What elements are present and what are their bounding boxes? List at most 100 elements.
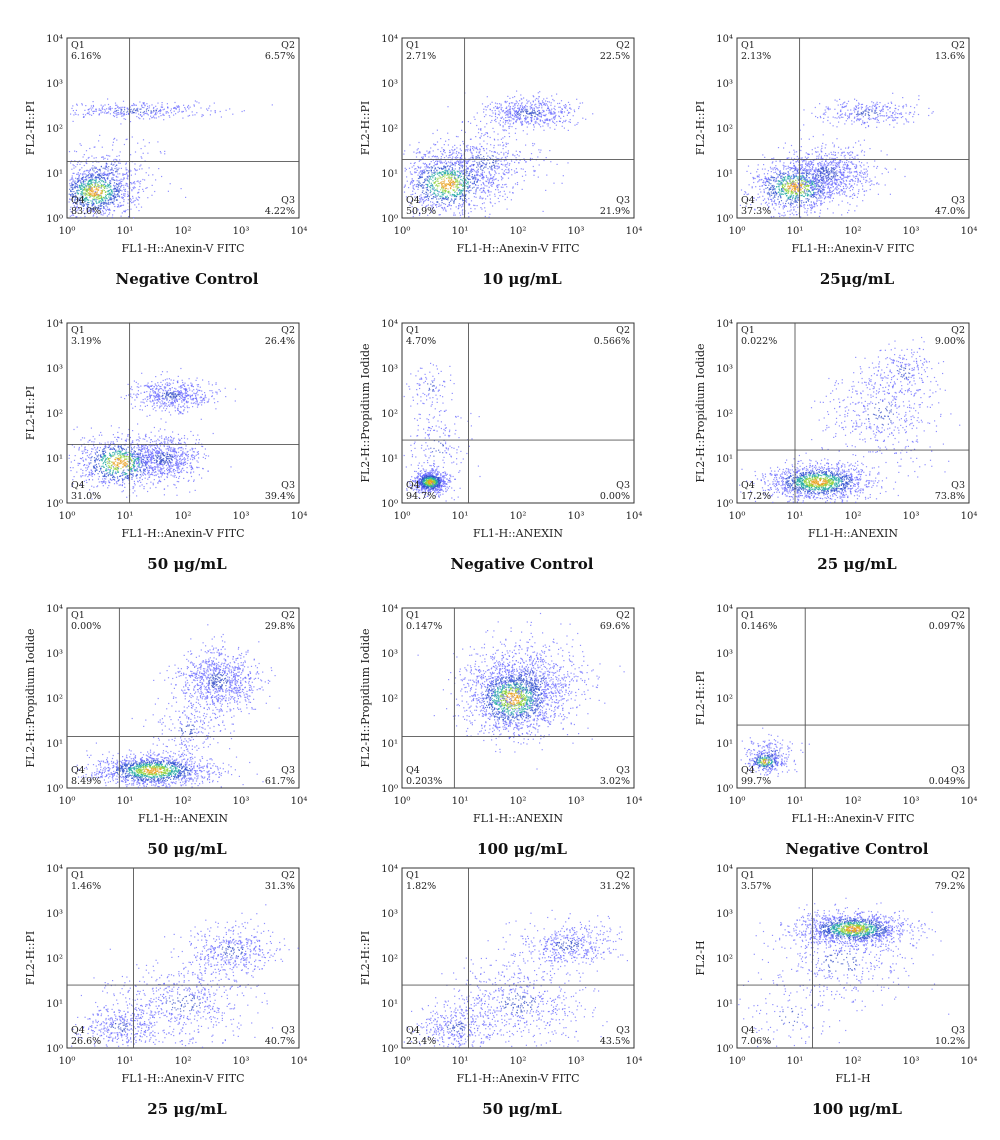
event-point [543, 104, 544, 105]
event-point [468, 175, 469, 176]
event-point [500, 191, 501, 192]
event-point [780, 183, 781, 184]
event-point [554, 106, 555, 107]
event-point [167, 107, 168, 108]
event-point [75, 114, 76, 115]
event-point [829, 194, 830, 195]
event-point [470, 208, 471, 209]
event-point [472, 157, 473, 158]
event-point [563, 105, 564, 106]
event-point [527, 127, 528, 128]
event-point [771, 191, 772, 192]
event-point [519, 155, 520, 156]
event-point [131, 175, 132, 176]
event-point [447, 188, 448, 189]
event-point [852, 194, 853, 195]
event-point [455, 157, 456, 158]
event-point [505, 157, 506, 158]
event-point [878, 194, 879, 195]
event-point [411, 181, 412, 182]
event-point [823, 185, 824, 186]
event-point [92, 182, 93, 183]
event-point [460, 148, 461, 149]
event-point [423, 203, 424, 204]
event-point [796, 194, 797, 195]
event-point [536, 122, 537, 123]
event-point [79, 175, 80, 176]
event-point [520, 107, 521, 108]
event-point [125, 189, 126, 190]
event-point [831, 172, 832, 173]
event-point [793, 180, 794, 181]
event-point [130, 170, 131, 171]
event-point [424, 171, 425, 172]
quadrant-percent-q4: 83.0% [71, 206, 101, 217]
event-point [767, 173, 768, 174]
event-point [449, 174, 450, 175]
event-point [420, 174, 421, 175]
event-point [780, 173, 781, 174]
event-point [470, 166, 471, 167]
event-point [495, 113, 496, 114]
event-point [805, 166, 806, 167]
event-point [772, 168, 773, 169]
event-point [116, 117, 117, 118]
event-point [114, 193, 115, 194]
event-point [89, 195, 90, 196]
event-point [784, 178, 785, 179]
event-point [80, 186, 81, 187]
event-point [549, 120, 550, 121]
event-point [160, 115, 161, 116]
event-point [141, 115, 142, 116]
event-point [538, 149, 539, 150]
event-point [133, 109, 134, 110]
event-point [812, 168, 813, 169]
event-point [495, 203, 496, 204]
event-point [111, 179, 112, 180]
event-point [88, 202, 89, 203]
event-point [123, 189, 124, 190]
event-point [535, 123, 536, 124]
event-point [788, 166, 789, 167]
event-point [452, 146, 453, 147]
event-point [109, 182, 110, 183]
event-point [777, 199, 778, 200]
event-point [476, 189, 477, 190]
event-point [467, 178, 468, 179]
event-point [444, 186, 445, 187]
event-point [793, 214, 794, 215]
event-point [486, 132, 487, 133]
event-point [757, 169, 758, 170]
event-point [123, 193, 124, 194]
event-point [778, 191, 779, 192]
event-point [428, 199, 429, 200]
event-point [121, 216, 122, 217]
event-point [160, 110, 161, 111]
event-point [94, 186, 95, 187]
event-point [114, 162, 115, 163]
event-point [119, 107, 120, 108]
event-point [832, 191, 833, 192]
event-point [753, 178, 754, 179]
event-point [116, 140, 117, 141]
event-point [444, 207, 445, 208]
event-point [512, 115, 513, 116]
event-point [492, 162, 493, 163]
event-point [450, 185, 451, 186]
event-point [457, 155, 458, 156]
event-point [436, 180, 437, 181]
event-point [95, 177, 96, 178]
event-point [516, 139, 517, 140]
event-point [539, 164, 540, 165]
event-point [483, 148, 484, 149]
event-point [531, 153, 532, 154]
event-point [510, 107, 511, 108]
event-point [435, 168, 436, 169]
event-point [492, 205, 493, 206]
event-point [174, 108, 175, 109]
event-point [469, 173, 470, 174]
event-point [418, 178, 419, 179]
event-point [455, 165, 456, 166]
event-point [507, 120, 508, 121]
